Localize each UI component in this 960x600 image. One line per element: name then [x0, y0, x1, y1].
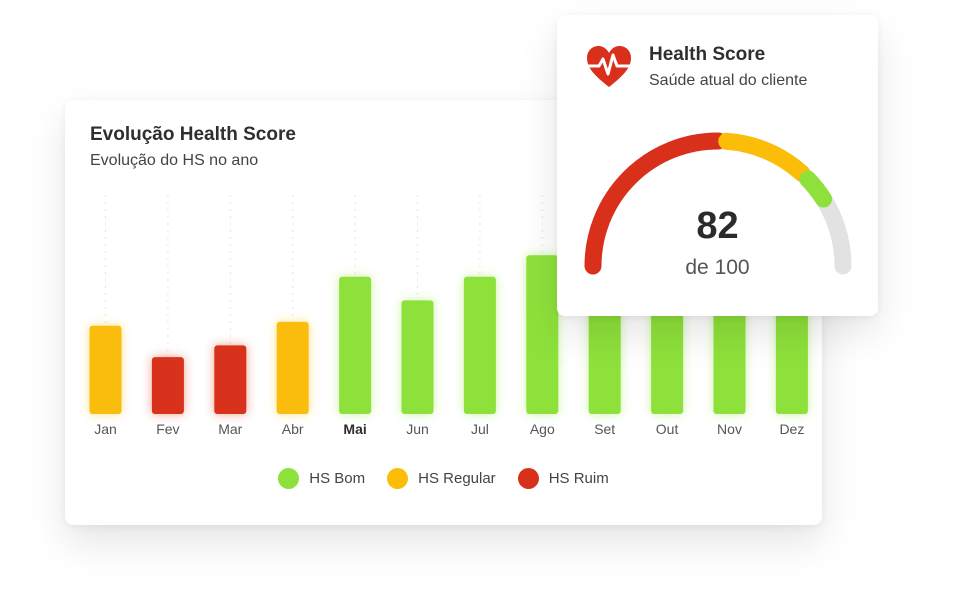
- heart-pulse-icon: [585, 46, 633, 87]
- score-max-label: de 100: [685, 256, 750, 279]
- x-tick-label: Dez: [779, 421, 804, 437]
- health-score-card: Health Score Saúde atual do cliente 82 d…: [557, 15, 878, 316]
- bar-jul[interactable]: [463, 276, 496, 414]
- bar-fev[interactable]: [151, 357, 184, 414]
- legend-dot-ruim: [517, 468, 539, 489]
- x-tick-label: Nov: [717, 421, 742, 437]
- bar-abr[interactable]: [276, 321, 309, 414]
- x-tick-label: Mai: [343, 421, 366, 437]
- gauge-zone-ruim: [584, 132, 727, 275]
- chart-subtitle: Evolução do HS no ano: [90, 152, 259, 169]
- chart-title: Evolução Health Score: [90, 124, 296, 145]
- bar-ago[interactable]: [526, 255, 559, 414]
- legend-item-regular: HS Regular: [387, 468, 496, 489]
- x-tick-label: Out: [656, 421, 679, 437]
- x-tick-label: Jul: [471, 421, 489, 437]
- x-tick-label: Set: [594, 421, 615, 437]
- legend-label-ruim: HS Ruim: [548, 470, 609, 487]
- x-tick-label: Jan: [94, 421, 117, 437]
- x-tick-label: Abr: [282, 421, 304, 437]
- legend-dot-regular: [387, 468, 409, 489]
- legend-item-ruim: HS Ruim: [517, 468, 609, 489]
- bar-mar[interactable]: [214, 345, 247, 414]
- chart-legend: HS Bom HS Regular HS Ruim: [65, 468, 822, 489]
- x-tick-label: Fev: [156, 421, 179, 437]
- legend-label-bom: HS Bom: [309, 470, 366, 487]
- bar-mai[interactable]: [339, 276, 372, 414]
- score-value: 82: [696, 205, 739, 247]
- bar-jan[interactable]: [89, 325, 122, 414]
- x-tick-label: Ago: [530, 421, 555, 437]
- gauge-zone-bom: [799, 170, 833, 208]
- health-score-gauge: [584, 132, 852, 275]
- legend-label-regular: HS Regular: [418, 470, 496, 487]
- x-tick-label: Jun: [406, 421, 429, 437]
- legend-item-bom: HS Bom: [278, 468, 365, 489]
- bar-jun[interactable]: [401, 300, 434, 414]
- gauge-title: Health Score: [649, 44, 766, 65]
- gauge-zone-regular: [718, 132, 811, 182]
- x-tick-label: Mar: [218, 421, 242, 437]
- gauge-subtitle: Saúde atual do cliente: [649, 72, 808, 89]
- legend-dot-bom: [278, 468, 300, 489]
